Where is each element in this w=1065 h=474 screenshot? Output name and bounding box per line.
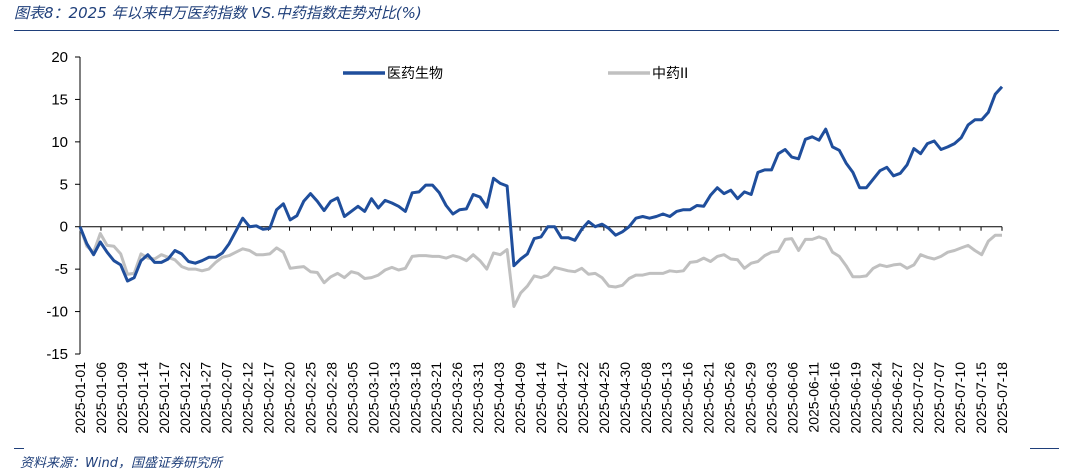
series-lines (78, 85, 1004, 308)
y-tick-label: -10 (46, 304, 68, 321)
x-tick-label: 2025-01-22 (177, 362, 193, 434)
x-tick-label: 2025-03-26 (449, 362, 465, 434)
figure-source: 资料来源：Wind，国盛证券研究所 (20, 456, 222, 471)
x-tick-label: 2025-04-09 (512, 362, 528, 434)
legend-label: 中药II (652, 66, 688, 82)
x-tick-label: 2025-04-22 (575, 362, 591, 434)
x-tick-label: 2025-02-28 (323, 362, 339, 434)
y-tick-label: 15 (51, 91, 68, 108)
x-tick-label: 2025-06-06 (784, 362, 800, 434)
x-tick-label: 2025-02-25 (303, 362, 319, 434)
x-tick-label: 2025-01-17 (156, 362, 172, 434)
source-divider-right (1030, 448, 1059, 449)
x-tick-label: 2025-05-21 (701, 362, 717, 434)
source-divider-left (14, 448, 24, 449)
x-tick-label: 2025-07-07 (931, 362, 947, 434)
x-tick-label: 2025-06-16 (826, 362, 842, 434)
x-tick-label: 2025-05-29 (743, 362, 759, 434)
y-tick-label: -5 (55, 261, 68, 278)
x-tick-label: 2025-07-15 (973, 362, 989, 434)
figure-title: 图表8：2025 年以来申万医药指数 VS.中药指数走势对比(%) (14, 4, 422, 22)
y-tick-label: 10 (51, 134, 68, 151)
x-tick-label: 2025-04-17 (554, 362, 570, 434)
x-tick-label: 2025-02-17 (261, 362, 277, 434)
x-tick-label: 2025-03-13 (386, 362, 402, 434)
x-tick-label: 2025-05-26 (722, 362, 738, 434)
title-divider (14, 30, 1059, 31)
x-tick-label: 2025-05-13 (659, 362, 675, 434)
legend-label: 医药生物 (387, 66, 443, 82)
series-line-tcm-ii (78, 226, 1002, 308)
x-axis: 2025-01-01 2025-01-06 2025-01-09 2025-01-14… (72, 226, 1010, 434)
x-tick-label: 2025-03-18 (407, 362, 423, 434)
x-tick-label: 2025-04-25 (596, 362, 612, 434)
x-tick-label: 2025-07-10 (952, 362, 968, 434)
x-tick-label: 2025-02-12 (240, 362, 256, 434)
x-tick-label: 2025-02-07 (219, 362, 235, 434)
legend: 医药生物 中药II (343, 66, 688, 82)
x-tick-label: 2025-06-24 (868, 362, 884, 434)
y-tick-label: 0 (60, 219, 68, 236)
x-tick-label: 2025-02-20 (282, 362, 298, 434)
x-tick-label: 2025-03-10 (365, 362, 381, 434)
x-tick-label: 2025-04-30 (617, 362, 633, 434)
x-tick-label: 2025-06-19 (847, 362, 863, 434)
x-tick-label: 2025-04-03 (491, 362, 507, 434)
x-tick-label: 2025-03-21 (428, 362, 444, 434)
y-tick-label: 20 (51, 49, 68, 66)
x-tick-label: 2025-01-09 (114, 362, 130, 434)
x-tick-label: 2025-05-08 (638, 362, 654, 434)
x-tick-label: 2025-06-03 (764, 362, 780, 434)
y-tick-label: 5 (60, 176, 68, 193)
x-tick-label: 2025-01-14 (135, 362, 151, 434)
x-tick-label: 2025-05-16 (680, 362, 696, 434)
x-tick-label: 2025-07-02 (910, 362, 926, 434)
y-axis: -15 -10 -5 0 5 10 15 20 (46, 49, 81, 363)
x-tick-label: 2025-04-14 (533, 362, 549, 434)
x-tick-label: 2025-03-05 (344, 362, 360, 434)
x-tick-label: 2025-06-27 (889, 362, 905, 434)
x-tick-label: 2025-01-06 (93, 362, 109, 434)
x-tick-label: 2025-01-01 (72, 362, 88, 434)
x-tick-label: 2025-06-11 (805, 362, 821, 433)
x-tick-label: 2025-01-27 (198, 362, 214, 434)
y-tick-label: -15 (46, 346, 68, 363)
series-line-pharma-biology (78, 85, 1004, 283)
x-tick-label: 2025-07-18 (994, 362, 1010, 434)
x-tick-label: 2025-03-31 (470, 362, 486, 434)
